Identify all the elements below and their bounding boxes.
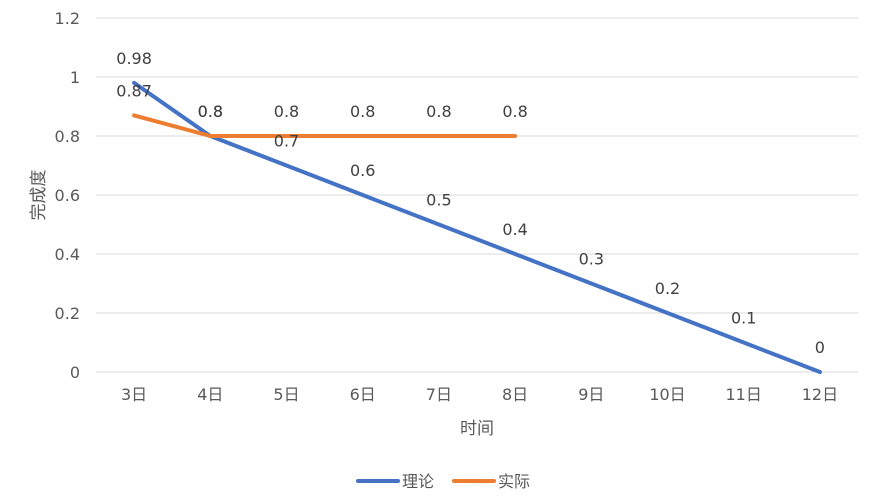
y-tick-label: 1.2 [55,9,80,28]
legend-label: 实际 [498,472,530,491]
y-axis-ticks: 0 0.2 0.4 0.6 0.8 1 1.2 [55,9,80,382]
x-tick-label: 3日 [121,385,147,404]
data-label: 0.5 [426,191,451,210]
data-label: 0.4 [502,220,527,239]
data-label: 0.1 [731,309,756,328]
x-tick-label: 9日 [578,385,604,404]
x-axis-title: 时间 [460,419,494,439]
y-tick-label: 0.8 [55,127,80,146]
data-label: 0.6 [350,161,375,180]
y-tick-label: 1 [70,68,80,87]
series-lines [132,80,822,374]
data-label: 0.8 [426,102,451,121]
data-labels: 0.98 0.8 0.7 0.6 0.5 0.4 0.3 0.2 0.1 0 0.87 0.8 0.8 0… [116,49,825,357]
y-tick-label: 0.4 [55,245,80,264]
data-label: 0.8 [198,102,223,121]
x-tick-label: 12日 [802,385,838,404]
x-tick-label: 7日 [426,385,452,404]
x-axis-ticks: 3日 4日 5日 6日 7日 8日 9日 10日 11日 12日 [121,385,838,404]
data-label: 0.3 [579,250,604,269]
x-tick-label: 10日 [649,385,685,404]
x-tick-label: 4日 [197,385,223,404]
series-line [132,113,518,138]
y-tick-label: 0.6 [55,186,80,205]
legend: 理论 实际 [356,472,530,491]
data-label: 0.7 [274,132,299,151]
legend-label: 理论 [402,472,434,491]
series-line [132,80,822,374]
x-tick-label: 11日 [726,385,762,404]
data-label: 0.8 [350,102,375,121]
data-label: 0.8 [274,102,299,121]
y-tick-label: 0 [70,363,80,382]
x-tick-label: 8日 [502,385,528,404]
data-label: 0.8 [198,102,223,121]
data-label: 0.2 [655,279,680,298]
x-tick-label: 5日 [273,385,299,404]
data-label: 0.98 [116,49,152,68]
data-label: 0.8 [502,102,527,121]
x-tick-label: 6日 [350,385,376,404]
data-label: 0 [815,338,825,357]
y-axis-title: 完成度 [29,170,49,221]
y-tick-label: 0.2 [55,304,80,323]
data-label: 0.87 [116,81,152,100]
